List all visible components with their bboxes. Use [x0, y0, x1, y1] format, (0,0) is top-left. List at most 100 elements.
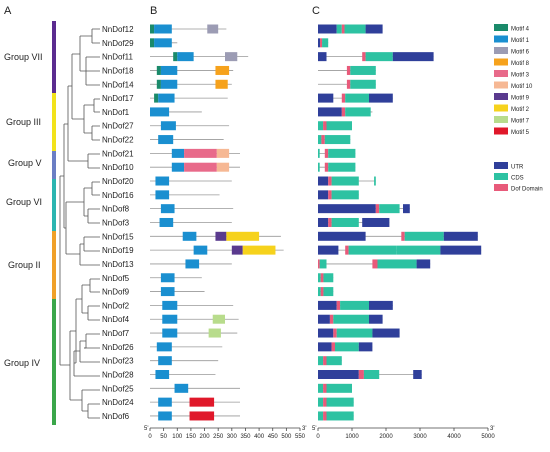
group-label-vii: Group VII [4, 52, 43, 62]
utr-segment-nndof2 [369, 300, 393, 310]
cds-segment-nndof13 [377, 259, 417, 269]
cds-segment-nndof20 [331, 176, 359, 186]
dof-domain-segment-nndof23 [323, 356, 327, 366]
motif-motif-1-nndof18 [160, 65, 178, 75]
cds-segment-nndof19 [348, 245, 397, 255]
utr-segment-nndof11 [392, 52, 434, 62]
cds-segment-nndof23 [318, 356, 324, 366]
motif-motif-1-nndof1 [150, 107, 170, 117]
motif-motif-4-nndof17 [154, 93, 159, 103]
motif-motif-1-nndof5 [160, 273, 175, 283]
cds-segment-nndof23 [326, 356, 342, 366]
gene-label-nndof15: NnDof15 [102, 232, 134, 241]
motif-motif-1-nndof8 [160, 204, 175, 214]
gene-label-nndof25: NnDof25 [102, 384, 134, 393]
utr-segment-nndof3 [318, 217, 329, 227]
gene-label-nndof16: NnDof16 [102, 191, 134, 200]
utr-segment-nndof26 [358, 342, 373, 352]
cds-segment-nndof9 [323, 287, 334, 297]
cds-segment-nndof19 [396, 245, 441, 255]
gene-label-nndof12: NnDof12 [102, 25, 134, 34]
cds-segment-nndof16 [331, 190, 359, 200]
motif-axis-tick-label-50: 50 [160, 434, 167, 440]
panel-label-b: B [150, 5, 157, 17]
gene-label-nndof23: NnDof23 [102, 357, 134, 366]
legend-label-utr: UTR [511, 165, 524, 171]
structure-axis-tick-label-0: 0 [316, 434, 320, 440]
dof-domain-segment-nndof13 [318, 259, 320, 269]
group-bar-vi [52, 179, 56, 231]
utr-segment-nndof1 [318, 107, 342, 117]
motif-motif-1-nndof4 [162, 314, 178, 324]
motif-axis-tick-label-200: 200 [200, 434, 211, 440]
dof-domain-segment-nndof14 [346, 79, 351, 89]
cds-segment-nndof9 [318, 287, 321, 297]
legend-label-motif-4: Motif 4 [511, 27, 530, 33]
motif-motif-1-nndof20 [155, 176, 170, 186]
cds-segment-nndof21 [328, 148, 356, 158]
motif-axis-tick-label-350: 350 [240, 434, 251, 440]
utr-segment-nndof4 [369, 314, 383, 324]
motif-motif-1-nndof15 [182, 231, 197, 241]
utr-segment-nndof15 [318, 231, 366, 241]
motif-motif-4-nndof11 [173, 52, 178, 62]
utr-segment-nndof29 [318, 38, 321, 48]
motif-motif-4-nndof14 [156, 79, 161, 89]
cds-segment-nndof15 [404, 231, 444, 241]
dof-domain-segment-nndof21 [324, 148, 329, 158]
dof-domain-segment-nndof22 [321, 135, 325, 145]
motif-axis-tick-label-250: 250 [213, 434, 224, 440]
gene-label-nndof24: NnDof24 [102, 398, 134, 407]
group-bar-ii [52, 231, 56, 299]
motif-motif-1-nndof9 [160, 287, 175, 297]
motif-motif-3-nndof10 [184, 162, 217, 172]
motif-axis-tick-label-150: 150 [186, 434, 197, 440]
motif-motif-1-nndof3 [159, 217, 174, 227]
group-bar-vii [52, 21, 56, 93]
legend-label-motif-9: Motif 9 [511, 96, 530, 102]
motif-motif-3-nndof21 [184, 148, 217, 158]
gene-label-nndof26: NnDof26 [102, 343, 134, 352]
gene-label-nndof7: NnDof7 [102, 329, 130, 338]
cds-segment-nndof8 [379, 204, 400, 214]
motif-motif-4-nndof12 [150, 24, 155, 34]
utr-segment-nndof28 [318, 370, 359, 379]
legend-label-cds: CDS [511, 176, 524, 182]
group-label-ii: Group II [8, 260, 41, 270]
gene-label-nndof27: NnDof27 [102, 122, 134, 131]
cds-segment-nndof12 [344, 24, 366, 34]
gene-label-nndof10: NnDof10 [102, 163, 134, 172]
motif-motif-6-nndof11 [225, 52, 238, 62]
gene-label-nndof6: NnDof6 [102, 412, 130, 421]
legend-swatch-motif-6 [494, 47, 508, 54]
motif-motif-8-nndof14 [215, 79, 228, 89]
cds-segment-nndof29 [322, 38, 329, 48]
gene-label-nndof28: NnDof28 [102, 371, 134, 380]
cds-segment-nndof1 [345, 107, 371, 117]
motif-motif-1-nndof12 [154, 24, 172, 34]
cds-segment-nndof21 [318, 148, 320, 158]
panel-label-a: A [4, 5, 12, 17]
dof-domain-segment-nndof18 [346, 65, 351, 75]
legend-label-motif-10: Motif 10 [511, 84, 533, 90]
utr-segment-nndof15 [443, 231, 478, 241]
legend-swatch-motif-9 [494, 93, 508, 100]
cds-segment-nndof17 [345, 93, 369, 103]
gene-label-nndof1: NnDof1 [102, 108, 130, 117]
motif-motif-1-nndof23 [158, 356, 172, 366]
dof-domain-segment-nndof28 [358, 370, 364, 379]
legend-swatch-motif-1 [494, 35, 508, 43]
cds-segment-nndof28 [363, 370, 380, 379]
dof-domain-segment-nndof8 [375, 204, 380, 214]
group-label-vi: Group VI [6, 197, 42, 207]
cds-segment-nndof20 [374, 176, 376, 186]
utr-segment-nndof16 [318, 190, 329, 200]
dof-domain-segment-nndof20 [328, 176, 332, 186]
cds-segment-nndof2 [340, 300, 369, 310]
motif-motif-6-nndof12 [207, 24, 219, 34]
cds-segment-nndof27 [326, 121, 352, 131]
group-bar-iii [52, 93, 56, 151]
motif-motif-10-nndof10 [216, 162, 230, 172]
motif-axis-tick-label-550: 550 [295, 434, 306, 440]
